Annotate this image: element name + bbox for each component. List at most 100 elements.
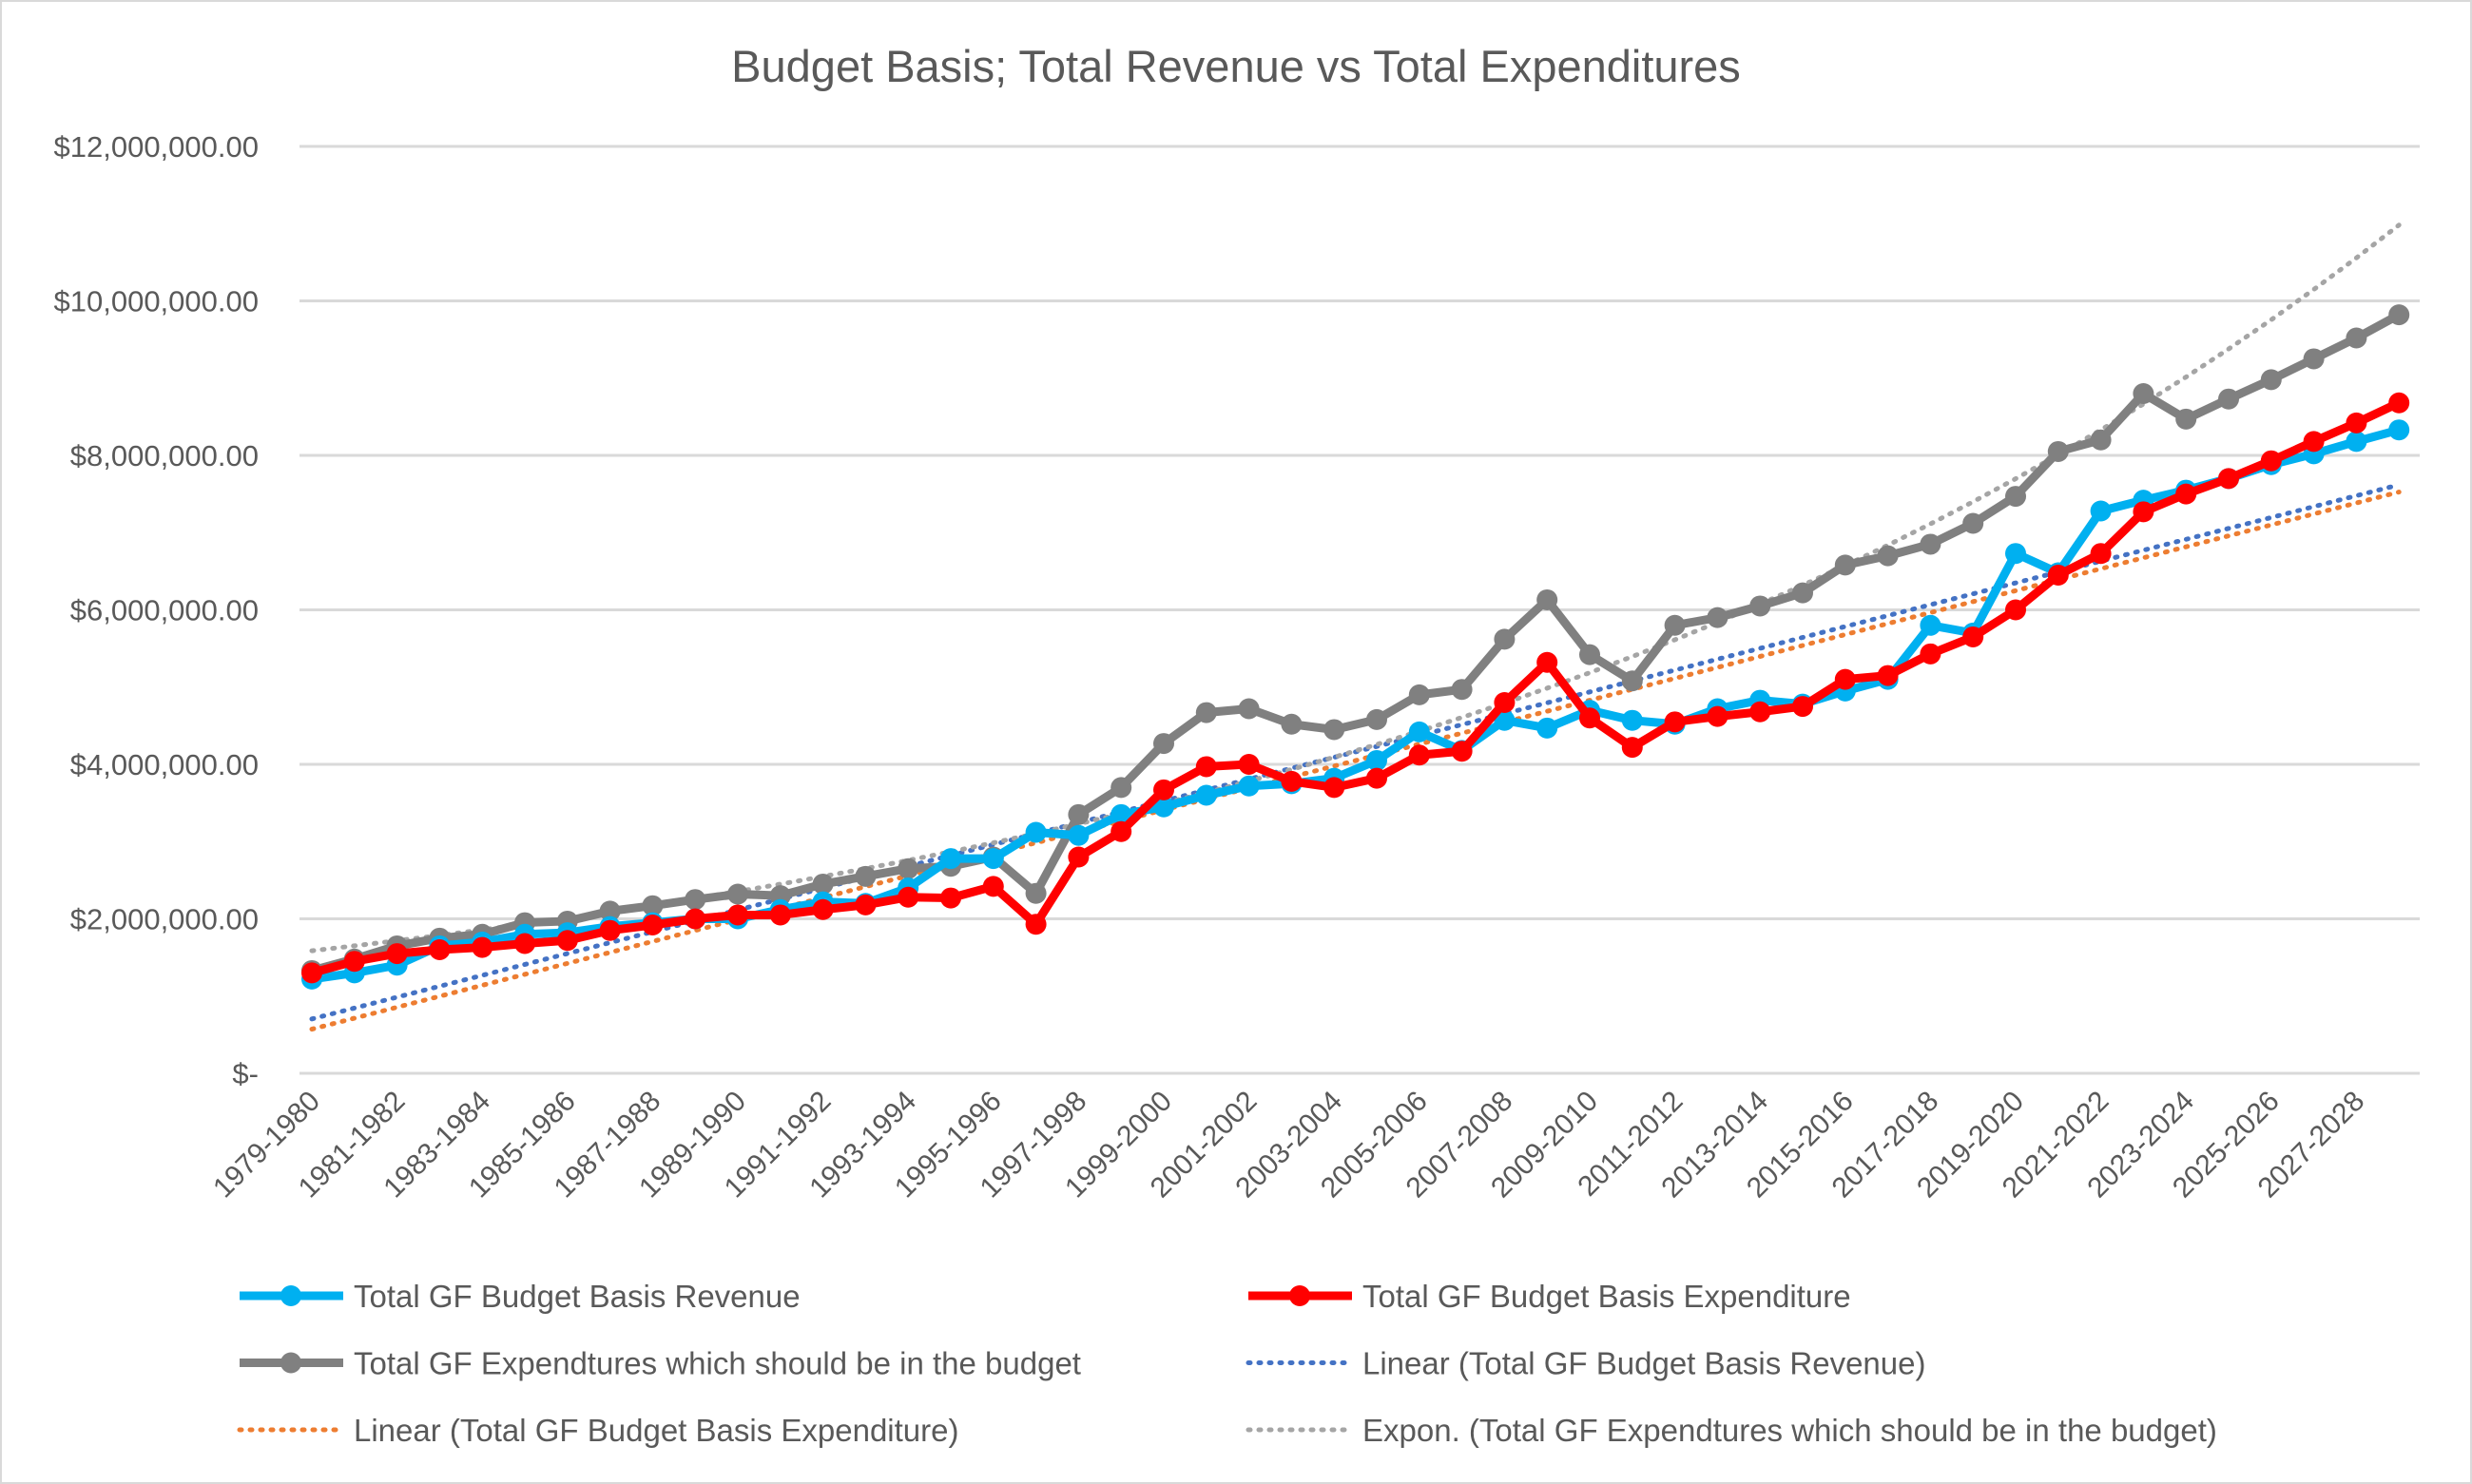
y-tick-label: $10,000,000.00	[54, 285, 260, 318]
data-point	[1877, 545, 1899, 567]
data-point	[2090, 500, 2112, 522]
data-point	[1281, 713, 1303, 735]
data-point	[1834, 554, 1856, 576]
data-point	[1536, 588, 1558, 610]
data-point	[2047, 440, 2069, 462]
data-point	[1962, 512, 1984, 534]
data-point	[1579, 707, 1600, 729]
legend-label: Linear (Total GF Budget Basis Revenue)	[1362, 1346, 1925, 1381]
legend-item: Linear (Total GF Budget Basis Revenue)	[1246, 1346, 1925, 1381]
data-point	[2260, 369, 2282, 391]
data-point	[343, 951, 365, 973]
data-point	[855, 894, 877, 915]
data-point	[1707, 705, 1728, 727]
data-point	[1664, 711, 1686, 733]
data-point	[1408, 744, 1430, 766]
data-point	[1707, 607, 1728, 628]
legend-label: Expon. (Total GF Expendtures which shoul…	[1362, 1413, 2217, 1448]
data-point	[2047, 564, 2069, 586]
data-point	[2388, 392, 2410, 414]
data-point	[1749, 701, 1771, 723]
data-point	[642, 915, 664, 935]
data-point	[556, 930, 578, 952]
data-point	[812, 898, 834, 920]
data-point	[1110, 820, 1132, 842]
data-point	[2005, 543, 2026, 565]
data-point	[1451, 741, 1473, 762]
legend-item: Linear (Total GF Budget Basis Expenditur…	[237, 1413, 959, 1448]
data-point	[1920, 614, 1941, 636]
data-point	[1068, 846, 1090, 868]
data-point	[1792, 696, 1813, 718]
data-point	[769, 904, 791, 926]
data-point	[1494, 709, 1516, 731]
y-tick-label: $4,000,000.00	[70, 748, 259, 781]
data-point	[982, 848, 1004, 870]
data-point	[1238, 698, 1260, 720]
data-point	[1025, 821, 1047, 843]
legend-item: Total GF Budget Basis Revenue	[240, 1279, 801, 1314]
data-point	[2303, 348, 2325, 370]
legend-marker	[280, 1285, 301, 1306]
data-point	[2090, 543, 2112, 565]
data-point	[2005, 486, 2026, 508]
data-point	[1195, 784, 1217, 806]
series-3	[301, 304, 2410, 981]
data-point	[1494, 692, 1516, 713]
data-point	[982, 876, 1004, 897]
legend-label: Total GF Expendtures which should be in …	[354, 1346, 1081, 1381]
trendline-3	[309, 222, 2402, 954]
legend-item: Expon. (Total GF Expendtures which shoul…	[1246, 1413, 2217, 1448]
data-point	[1451, 679, 1473, 701]
data-point	[1621, 709, 1643, 731]
data-point	[472, 936, 493, 958]
data-point	[1408, 721, 1430, 742]
series-line	[310, 398, 2402, 977]
data-point	[2175, 483, 2197, 505]
data-point	[1536, 717, 1558, 739]
data-point	[685, 889, 706, 911]
data-point	[2218, 468, 2239, 490]
data-point	[1323, 777, 1345, 799]
data-point	[1621, 670, 1643, 692]
data-point	[1068, 803, 1090, 825]
trendline-2	[309, 490, 2402, 1032]
data-point	[642, 895, 664, 916]
legend-item: Total GF Budget Basis Expenditure	[1248, 1279, 1851, 1314]
data-point	[2133, 383, 2154, 404]
data-point	[1195, 702, 1217, 723]
data-point	[1195, 756, 1217, 778]
data-point	[1408, 684, 1430, 705]
data-point	[898, 886, 919, 908]
data-point	[1238, 754, 1260, 775]
data-point	[1110, 777, 1132, 799]
data-point	[2388, 304, 2410, 326]
data-point	[2388, 419, 2410, 441]
data-point	[2090, 429, 2112, 451]
y-tick-label: $12,000,000.00	[54, 130, 260, 164]
data-point	[2005, 599, 2026, 621]
y-tick-label: $6,000,000.00	[70, 594, 259, 627]
data-point	[1366, 708, 1387, 730]
data-point	[855, 865, 877, 887]
data-point	[1579, 644, 1600, 665]
data-point	[1834, 668, 1856, 690]
data-point	[599, 900, 621, 922]
data-point	[940, 848, 961, 870]
series-line	[311, 425, 2401, 984]
data-point	[1664, 614, 1686, 636]
series-line	[310, 311, 2402, 975]
data-point	[1238, 775, 1260, 797]
data-point	[1536, 651, 1558, 673]
data-point	[812, 873, 834, 895]
data-point	[1494, 628, 1516, 650]
data-point	[429, 939, 451, 960]
legend-item: Total GF Expendtures which should be in …	[240, 1346, 1081, 1381]
legend-label: Total GF Budget Basis Expenditure	[1362, 1279, 1851, 1314]
data-point	[386, 943, 408, 965]
data-point	[2346, 327, 2367, 349]
chart-title: Budget Basis; Total Revenue vs Total Exp…	[731, 41, 1741, 91]
legend-marker	[280, 1352, 301, 1374]
